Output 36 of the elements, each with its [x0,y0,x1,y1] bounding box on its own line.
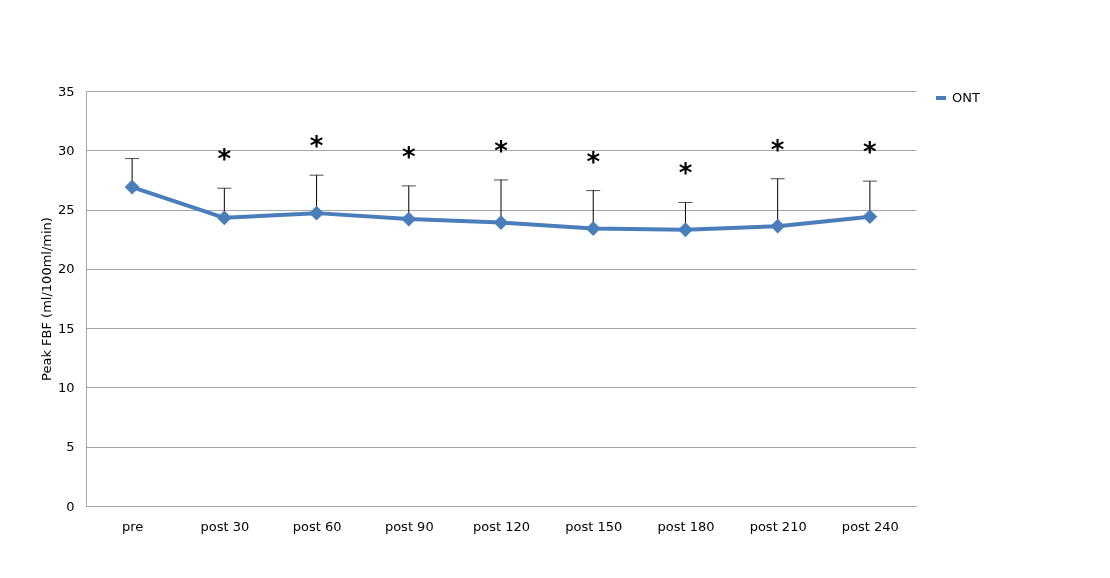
x-tick-label: post 30 [200,518,250,534]
annotation: * [494,135,509,166]
point [493,215,509,231]
point [124,179,140,195]
annotation: * [309,131,324,162]
y-tick-label: 20 [57,261,75,277]
x-tick-label: post 120 [472,518,531,534]
annotation: * [863,137,878,168]
annotation: * [770,134,785,165]
y-tick-label: 10 [57,379,75,395]
annotation: * [586,146,601,177]
point [862,209,878,225]
point [770,218,786,234]
x-tick-label: post 210 [749,518,807,534]
annotation: * [401,141,416,172]
point [216,210,232,226]
y-tick-label: 15 [57,320,75,336]
y-tick-label: 5 [66,439,75,455]
x-tick-label: pre [121,518,144,534]
annotation: * [217,144,232,175]
y-tick-label: 25 [57,202,75,218]
x-tick-label: post 90 [384,518,434,534]
y-tick-label: 0 [66,498,75,514]
point [678,222,693,238]
point [309,205,324,221]
x-tick-label: post 180 [657,518,715,534]
x-tick-label: post 150 [565,518,623,534]
y-tick-label: 30 [57,142,75,158]
legend-label: ONT [952,90,980,105]
point [401,211,417,227]
y-axis-title: Peak FBF (ml/100ml/min) [38,217,54,381]
annotation: * [678,158,693,189]
x-tick-label: post 240 [841,518,899,534]
y-tick-label: 35 [57,83,75,99]
x-tick-label: post 60 [292,518,342,534]
point [585,221,601,236]
